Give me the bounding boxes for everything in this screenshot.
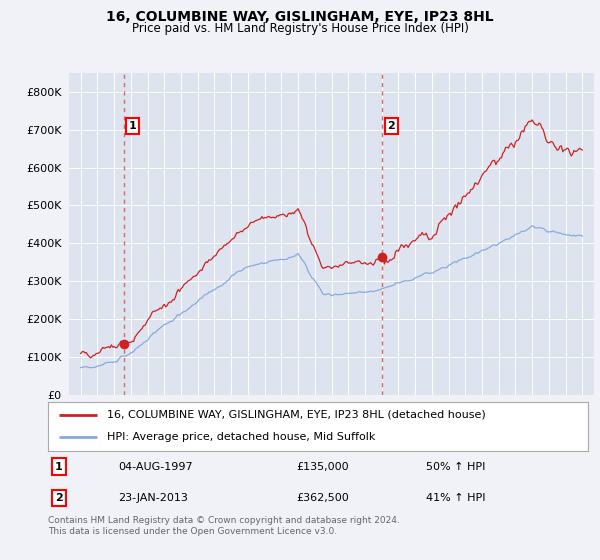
Text: 16, COLUMBINE WAY, GISLINGHAM, EYE, IP23 8HL (detached house): 16, COLUMBINE WAY, GISLINGHAM, EYE, IP23… [107, 410, 486, 420]
Text: 41% ↑ HPI: 41% ↑ HPI [426, 493, 485, 503]
Text: 04-AUG-1997: 04-AUG-1997 [118, 461, 193, 472]
Text: 2: 2 [388, 121, 395, 131]
Text: 1: 1 [55, 461, 62, 472]
Text: 16, COLUMBINE WAY, GISLINGHAM, EYE, IP23 8HL: 16, COLUMBINE WAY, GISLINGHAM, EYE, IP23… [106, 10, 494, 24]
Text: 50% ↑ HPI: 50% ↑ HPI [426, 461, 485, 472]
Text: Contains HM Land Registry data © Crown copyright and database right 2024.
This d: Contains HM Land Registry data © Crown c… [48, 516, 400, 536]
Text: 1: 1 [129, 121, 137, 131]
Text: Price paid vs. HM Land Registry's House Price Index (HPI): Price paid vs. HM Land Registry's House … [131, 22, 469, 35]
Text: 2: 2 [55, 493, 62, 503]
Text: £135,000: £135,000 [296, 461, 349, 472]
Text: 23-JAN-2013: 23-JAN-2013 [118, 493, 188, 503]
Text: £362,500: £362,500 [296, 493, 349, 503]
Text: HPI: Average price, detached house, Mid Suffolk: HPI: Average price, detached house, Mid … [107, 432, 376, 442]
